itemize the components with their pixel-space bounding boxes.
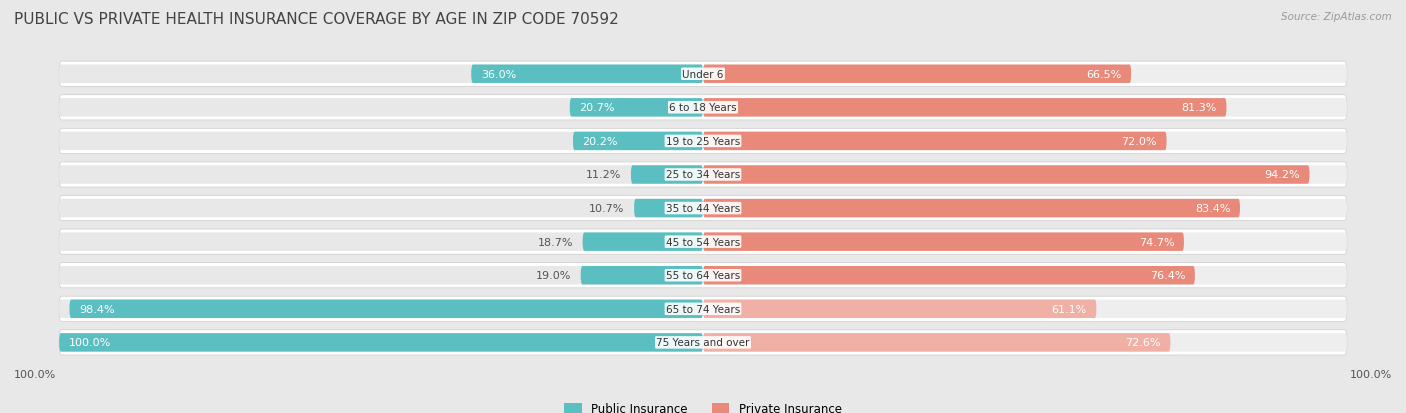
Text: 81.3%: 81.3% <box>1181 103 1216 113</box>
FancyBboxPatch shape <box>703 65 1132 84</box>
FancyBboxPatch shape <box>703 233 1347 251</box>
FancyBboxPatch shape <box>703 65 1347 84</box>
FancyBboxPatch shape <box>59 95 1347 121</box>
FancyBboxPatch shape <box>59 196 1347 221</box>
Text: 72.6%: 72.6% <box>1125 337 1161 348</box>
Text: 72.0%: 72.0% <box>1122 137 1157 147</box>
Text: 75 Years and over: 75 Years and over <box>657 337 749 348</box>
FancyBboxPatch shape <box>59 300 703 318</box>
FancyBboxPatch shape <box>631 166 703 184</box>
Text: 36.0%: 36.0% <box>481 69 516 80</box>
Text: 66.5%: 66.5% <box>1087 69 1122 80</box>
Text: 98.4%: 98.4% <box>79 304 115 314</box>
Text: 74.7%: 74.7% <box>1139 237 1174 247</box>
Text: 20.2%: 20.2% <box>582 137 619 147</box>
Text: Under 6: Under 6 <box>682 69 724 80</box>
Text: 100.0%: 100.0% <box>1350 370 1392 380</box>
FancyBboxPatch shape <box>59 333 703 352</box>
FancyBboxPatch shape <box>59 162 1347 188</box>
Text: 55 to 64 Years: 55 to 64 Years <box>666 271 740 280</box>
FancyBboxPatch shape <box>59 99 703 117</box>
FancyBboxPatch shape <box>59 129 1347 154</box>
Text: 100.0%: 100.0% <box>69 337 111 348</box>
FancyBboxPatch shape <box>59 266 703 285</box>
FancyBboxPatch shape <box>703 300 1097 318</box>
Text: 11.2%: 11.2% <box>586 170 621 180</box>
Text: 35 to 44 Years: 35 to 44 Years <box>666 204 740 214</box>
FancyBboxPatch shape <box>59 333 703 352</box>
Text: 10.7%: 10.7% <box>589 204 624 214</box>
FancyBboxPatch shape <box>703 199 1240 218</box>
Text: 20.7%: 20.7% <box>579 103 614 113</box>
FancyBboxPatch shape <box>703 99 1226 117</box>
FancyBboxPatch shape <box>703 99 1347 117</box>
Text: PUBLIC VS PRIVATE HEALTH INSURANCE COVERAGE BY AGE IN ZIP CODE 70592: PUBLIC VS PRIVATE HEALTH INSURANCE COVER… <box>14 12 619 27</box>
Text: 19.0%: 19.0% <box>536 271 571 280</box>
FancyBboxPatch shape <box>59 297 1347 322</box>
FancyBboxPatch shape <box>703 166 1309 184</box>
FancyBboxPatch shape <box>59 330 1347 355</box>
FancyBboxPatch shape <box>703 166 1347 184</box>
Text: Source: ZipAtlas.com: Source: ZipAtlas.com <box>1281 12 1392 22</box>
FancyBboxPatch shape <box>581 266 703 285</box>
FancyBboxPatch shape <box>59 65 703 84</box>
FancyBboxPatch shape <box>703 300 1347 318</box>
FancyBboxPatch shape <box>703 333 1347 352</box>
FancyBboxPatch shape <box>59 263 1347 288</box>
FancyBboxPatch shape <box>69 300 703 318</box>
Legend: Public Insurance, Private Insurance: Public Insurance, Private Insurance <box>560 397 846 413</box>
Text: 18.7%: 18.7% <box>537 237 572 247</box>
FancyBboxPatch shape <box>703 333 1170 352</box>
Text: 19 to 25 Years: 19 to 25 Years <box>666 137 740 147</box>
Text: 65 to 74 Years: 65 to 74 Years <box>666 304 740 314</box>
FancyBboxPatch shape <box>572 132 703 151</box>
FancyBboxPatch shape <box>59 230 1347 255</box>
Text: 83.4%: 83.4% <box>1195 204 1230 214</box>
FancyBboxPatch shape <box>703 266 1347 285</box>
FancyBboxPatch shape <box>59 62 1347 87</box>
Text: 61.1%: 61.1% <box>1052 304 1087 314</box>
FancyBboxPatch shape <box>59 233 703 251</box>
FancyBboxPatch shape <box>634 199 703 218</box>
FancyBboxPatch shape <box>703 132 1347 151</box>
Text: 76.4%: 76.4% <box>1150 271 1185 280</box>
Text: 25 to 34 Years: 25 to 34 Years <box>666 170 740 180</box>
FancyBboxPatch shape <box>471 65 703 84</box>
Text: 45 to 54 Years: 45 to 54 Years <box>666 237 740 247</box>
FancyBboxPatch shape <box>582 233 703 251</box>
FancyBboxPatch shape <box>59 166 703 184</box>
FancyBboxPatch shape <box>703 199 1347 218</box>
FancyBboxPatch shape <box>703 233 1184 251</box>
FancyBboxPatch shape <box>703 132 1167 151</box>
Text: 100.0%: 100.0% <box>14 370 56 380</box>
FancyBboxPatch shape <box>59 132 703 151</box>
FancyBboxPatch shape <box>703 266 1195 285</box>
FancyBboxPatch shape <box>59 199 703 218</box>
Text: 94.2%: 94.2% <box>1264 170 1301 180</box>
Text: 6 to 18 Years: 6 to 18 Years <box>669 103 737 113</box>
FancyBboxPatch shape <box>569 99 703 117</box>
